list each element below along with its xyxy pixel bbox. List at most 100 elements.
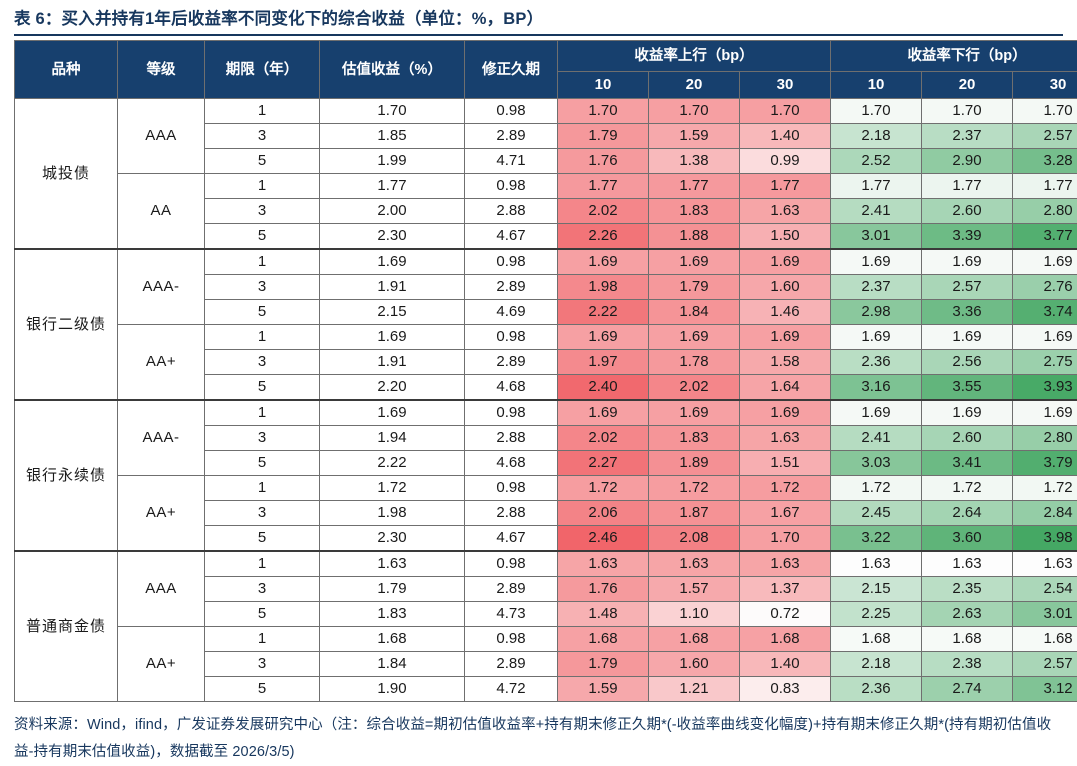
cell-duration: 0.98 [465,551,558,577]
cell-duration: 0.98 [465,476,558,501]
cell-est-yield: 2.15 [320,300,465,325]
col-header-down-20: 20 [922,72,1013,99]
cell-term: 1 [205,249,320,275]
cell-est-yield: 1.72 [320,476,465,501]
cell-duration: 0.98 [465,249,558,275]
cell-term: 1 [205,400,320,426]
cell-yield-down-30: 1.77 [1013,174,1077,199]
cell-yield-up-20: 1.83 [649,426,740,451]
cell-yield-up-10: 2.40 [558,375,649,401]
cell-yield-up-10: 1.63 [558,551,649,577]
cell-yield-down-30: 2.57 [1013,652,1077,677]
cell-yield-down-10: 2.98 [831,300,922,325]
cell-yield-up-30: 1.69 [740,325,831,350]
cell-term: 5 [205,224,320,250]
cell-yield-down-30: 3.12 [1013,677,1077,702]
cell-yield-up-30: 0.72 [740,602,831,627]
col-header-up-10: 10 [558,72,649,99]
cell-duration: 2.88 [465,426,558,451]
cell-grade: AAA [118,551,205,627]
cell-yield-up-20: 1.78 [649,350,740,375]
col-header-duration: 修正久期 [465,41,558,99]
cell-yield-down-10: 1.69 [831,249,922,275]
cell-duration: 2.89 [465,652,558,677]
cell-duration: 0.98 [465,174,558,199]
comprehensive-return-table: 品种 等级 期限（年） 估值收益（%） 修正久期 收益率上行（bp） 收益率下行… [14,40,1077,702]
cell-yield-up-10: 2.22 [558,300,649,325]
cell-term: 3 [205,501,320,526]
cell-term: 3 [205,652,320,677]
cell-yield-up-20: 1.88 [649,224,740,250]
col-header-down-10: 10 [831,72,922,99]
cell-yield-down-10: 1.72 [831,476,922,501]
cell-yield-up-10: 1.48 [558,602,649,627]
cell-term: 3 [205,426,320,451]
cell-term: 1 [205,325,320,350]
cell-yield-down-20: 2.63 [922,602,1013,627]
col-header-grade: 等级 [118,41,205,99]
cell-est-yield: 1.98 [320,501,465,526]
cell-yield-up-30: 1.50 [740,224,831,250]
cell-yield-up-20: 1.87 [649,501,740,526]
col-header-yield-up-group: 收益率上行（bp） [558,41,831,72]
cell-yield-down-30: 3.98 [1013,526,1077,552]
cell-yield-down-20: 3.41 [922,451,1013,476]
cell-grade: AA+ [118,627,205,702]
cell-yield-down-10: 2.37 [831,275,922,300]
cell-yield-up-10: 2.27 [558,451,649,476]
cell-yield-down-20: 2.35 [922,577,1013,602]
cell-yield-up-30: 1.70 [740,99,831,124]
cell-yield-up-30: 1.63 [740,199,831,224]
cell-yield-up-10: 1.69 [558,249,649,275]
cell-yield-down-30: 2.80 [1013,199,1077,224]
cell-yield-up-30: 1.63 [740,426,831,451]
cell-yield-up-30: 1.70 [740,526,831,552]
cell-est-yield: 1.70 [320,99,465,124]
col-header-est-yield: 估值收益（%） [320,41,465,99]
cell-yield-down-30: 3.79 [1013,451,1077,476]
cell-grade: AA+ [118,325,205,401]
cell-yield-down-30: 2.54 [1013,577,1077,602]
cell-yield-up-10: 2.26 [558,224,649,250]
cell-grade: AAA- [118,400,205,476]
cell-duration: 4.68 [465,375,558,401]
cell-duration: 4.67 [465,526,558,552]
cell-yield-up-10: 1.97 [558,350,649,375]
cell-kind: 银行二级债 [15,249,118,400]
cell-yield-down-10: 1.69 [831,325,922,350]
cell-duration: 0.98 [465,325,558,350]
cell-term: 5 [205,526,320,552]
cell-yield-down-20: 1.68 [922,627,1013,652]
cell-est-yield: 2.30 [320,526,465,552]
cell-yield-up-20: 1.21 [649,677,740,702]
cell-term: 5 [205,451,320,476]
cell-yield-up-10: 1.98 [558,275,649,300]
cell-yield-down-20: 1.69 [922,249,1013,275]
cell-yield-down-10: 2.18 [831,124,922,149]
cell-yield-down-10: 1.69 [831,400,922,426]
cell-yield-up-10: 1.70 [558,99,649,124]
cell-yield-down-30: 3.28 [1013,149,1077,174]
cell-term: 5 [205,602,320,627]
cell-yield-up-30: 1.51 [740,451,831,476]
cell-duration: 0.98 [465,627,558,652]
cell-term: 5 [205,300,320,325]
cell-yield-up-20: 1.84 [649,300,740,325]
cell-yield-up-10: 1.77 [558,174,649,199]
cell-est-yield: 1.85 [320,124,465,149]
cell-duration: 4.72 [465,677,558,702]
cell-yield-up-30: 1.69 [740,249,831,275]
cell-yield-up-20: 1.69 [649,249,740,275]
cell-yield-up-30: 1.72 [740,476,831,501]
cell-yield-down-20: 2.57 [922,275,1013,300]
cell-duration: 4.71 [465,149,558,174]
cell-est-yield: 1.77 [320,174,465,199]
cell-yield-up-20: 1.77 [649,174,740,199]
cell-yield-down-10: 2.52 [831,149,922,174]
cell-est-yield: 1.63 [320,551,465,577]
cell-yield-down-20: 1.69 [922,400,1013,426]
cell-yield-up-20: 1.57 [649,577,740,602]
cell-kind: 普通商金债 [15,551,118,702]
